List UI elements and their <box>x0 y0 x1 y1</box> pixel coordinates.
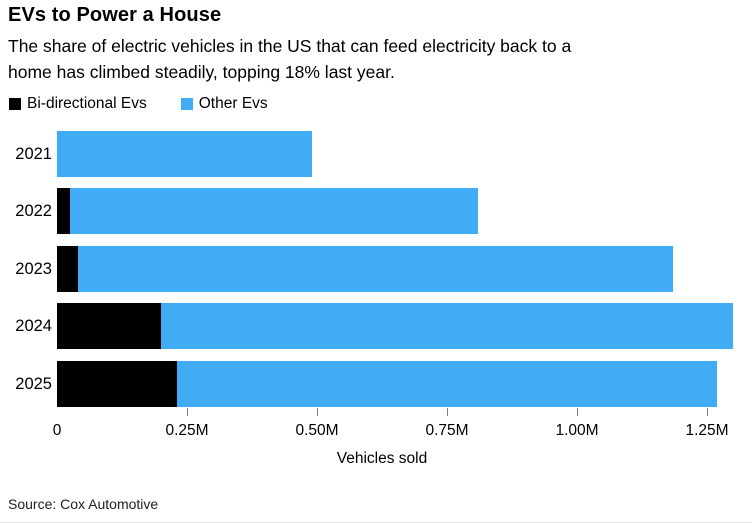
legend-item: Bi-directional Evs <box>9 95 147 113</box>
bar-segment-other <box>57 130 312 177</box>
x-axis-tick-label: 1.25M <box>685 421 729 439</box>
x-axis-tick-label: 0.75M <box>425 421 469 439</box>
bar-segment-other <box>161 303 734 350</box>
x-axis-tick <box>577 407 578 416</box>
x-axis-tick <box>447 407 448 416</box>
legend-swatch-icon <box>9 98 21 110</box>
chart-subtitle-line: home has climbed steadily, topping 18% l… <box>8 62 395 82</box>
x-axis-tick-label: 0 <box>52 421 62 439</box>
bar-segment-other <box>70 188 479 235</box>
legend-item: Other Evs <box>180 95 268 113</box>
chart-subtitle: The share of electric vehicles in the US… <box>8 33 571 85</box>
category-label: 2021 <box>15 144 52 163</box>
plot-area: 2021 2022 2023 2024 2025 0 0.25M 0.50M 0.75M 1.00… <box>0 130 752 475</box>
source-note: Source: Cox Automotive <box>8 496 159 512</box>
legend-swatch-icon <box>180 98 193 110</box>
legend-label: Other Evs <box>198 95 268 112</box>
x-axis-tick-label: 1.00M <box>555 421 599 439</box>
x-axis-tick-label: 0.50M <box>295 421 339 439</box>
bar-segment-other <box>176 360 718 407</box>
bar-segment-bidirectional <box>57 245 78 292</box>
bar-segment-bidirectional <box>57 188 70 235</box>
bar-row-2025: 2025 <box>0 360 752 407</box>
category-label: 2025 <box>15 374 52 393</box>
bar-segment-bidirectional <box>57 360 177 407</box>
category-label: 2024 <box>15 317 52 336</box>
x-axis-tick <box>187 407 188 416</box>
bar-row-2021: 2021 <box>0 130 752 177</box>
category-label: 2022 <box>15 202 52 221</box>
chart-subtitle-line: The share of electric vehicles in the US… <box>8 36 572 56</box>
x-axis-tick <box>317 407 318 416</box>
bar-segment-other <box>77 245 674 292</box>
x-axis-title: Vehicles sold <box>336 449 428 467</box>
legend-label: Bi-directional Evs <box>27 95 147 112</box>
chart-legend: Bi-directional Evs Other Evs <box>9 95 268 113</box>
x-axis-tick-label: 0.25M <box>165 421 209 439</box>
bar-row-2023: 2023 <box>0 245 752 292</box>
bar-segment-bidirectional <box>57 303 161 350</box>
x-axis-tick <box>707 407 709 416</box>
category-label: 2023 <box>15 259 52 278</box>
bar-row-2022: 2022 <box>0 188 752 235</box>
bar-row-2024: 2024 <box>0 303 752 350</box>
chart-title: EVs to Power a House <box>8 4 222 26</box>
